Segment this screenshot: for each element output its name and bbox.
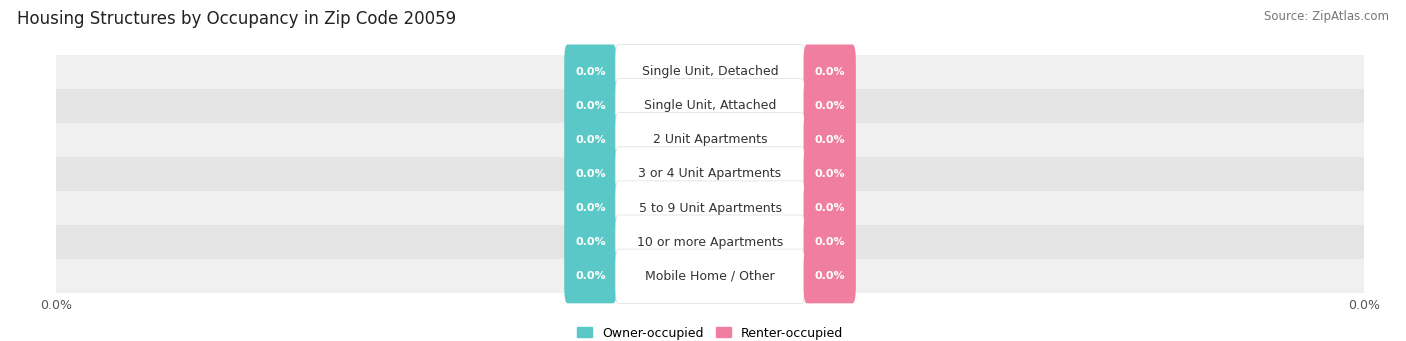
FancyBboxPatch shape xyxy=(616,181,804,235)
Text: 0.0%: 0.0% xyxy=(575,237,606,247)
FancyBboxPatch shape xyxy=(564,44,617,99)
FancyBboxPatch shape xyxy=(803,215,856,269)
FancyBboxPatch shape xyxy=(564,249,617,303)
FancyBboxPatch shape xyxy=(564,113,617,167)
Bar xyxy=(56,191,1364,225)
Text: 0.0%: 0.0% xyxy=(814,271,845,281)
FancyBboxPatch shape xyxy=(616,147,804,201)
Text: Single Unit, Attached: Single Unit, Attached xyxy=(644,99,776,112)
FancyBboxPatch shape xyxy=(616,215,804,269)
FancyBboxPatch shape xyxy=(616,249,804,303)
Text: 2 Unit Apartments: 2 Unit Apartments xyxy=(652,133,768,146)
Text: 0.0%: 0.0% xyxy=(575,101,606,111)
Text: 0.0%: 0.0% xyxy=(814,101,845,111)
Text: Single Unit, Detached: Single Unit, Detached xyxy=(641,65,779,78)
FancyBboxPatch shape xyxy=(803,113,856,167)
Bar xyxy=(56,259,1364,293)
FancyBboxPatch shape xyxy=(564,181,617,235)
Text: 0.0%: 0.0% xyxy=(814,66,845,77)
FancyBboxPatch shape xyxy=(803,249,856,303)
Text: 0.0%: 0.0% xyxy=(575,169,606,179)
Text: Housing Structures by Occupancy in Zip Code 20059: Housing Structures by Occupancy in Zip C… xyxy=(17,10,456,28)
Text: 0.0%: 0.0% xyxy=(814,237,845,247)
Text: 0.0%: 0.0% xyxy=(575,271,606,281)
Text: Mobile Home / Other: Mobile Home / Other xyxy=(645,270,775,283)
Text: 0.0%: 0.0% xyxy=(814,135,845,145)
Legend: Owner-occupied, Renter-occupied: Owner-occupied, Renter-occupied xyxy=(576,327,844,340)
Text: 5 to 9 Unit Apartments: 5 to 9 Unit Apartments xyxy=(638,202,782,214)
FancyBboxPatch shape xyxy=(803,78,856,133)
Text: 10 or more Apartments: 10 or more Apartments xyxy=(637,236,783,249)
Text: Source: ZipAtlas.com: Source: ZipAtlas.com xyxy=(1264,10,1389,23)
FancyBboxPatch shape xyxy=(616,78,804,133)
Bar xyxy=(56,225,1364,259)
FancyBboxPatch shape xyxy=(564,78,617,133)
Text: 3 or 4 Unit Apartments: 3 or 4 Unit Apartments xyxy=(638,167,782,180)
Text: 0.0%: 0.0% xyxy=(814,169,845,179)
FancyBboxPatch shape xyxy=(616,113,804,167)
Bar xyxy=(56,55,1364,89)
FancyBboxPatch shape xyxy=(564,215,617,269)
Text: 0.0%: 0.0% xyxy=(814,203,845,213)
Text: 0.0%: 0.0% xyxy=(575,66,606,77)
Text: 0.0%: 0.0% xyxy=(575,203,606,213)
FancyBboxPatch shape xyxy=(803,181,856,235)
FancyBboxPatch shape xyxy=(803,44,856,99)
Bar xyxy=(56,89,1364,123)
FancyBboxPatch shape xyxy=(616,44,804,99)
FancyBboxPatch shape xyxy=(803,147,856,201)
Text: 0.0%: 0.0% xyxy=(575,135,606,145)
Bar xyxy=(56,157,1364,191)
FancyBboxPatch shape xyxy=(564,147,617,201)
Bar xyxy=(56,123,1364,157)
